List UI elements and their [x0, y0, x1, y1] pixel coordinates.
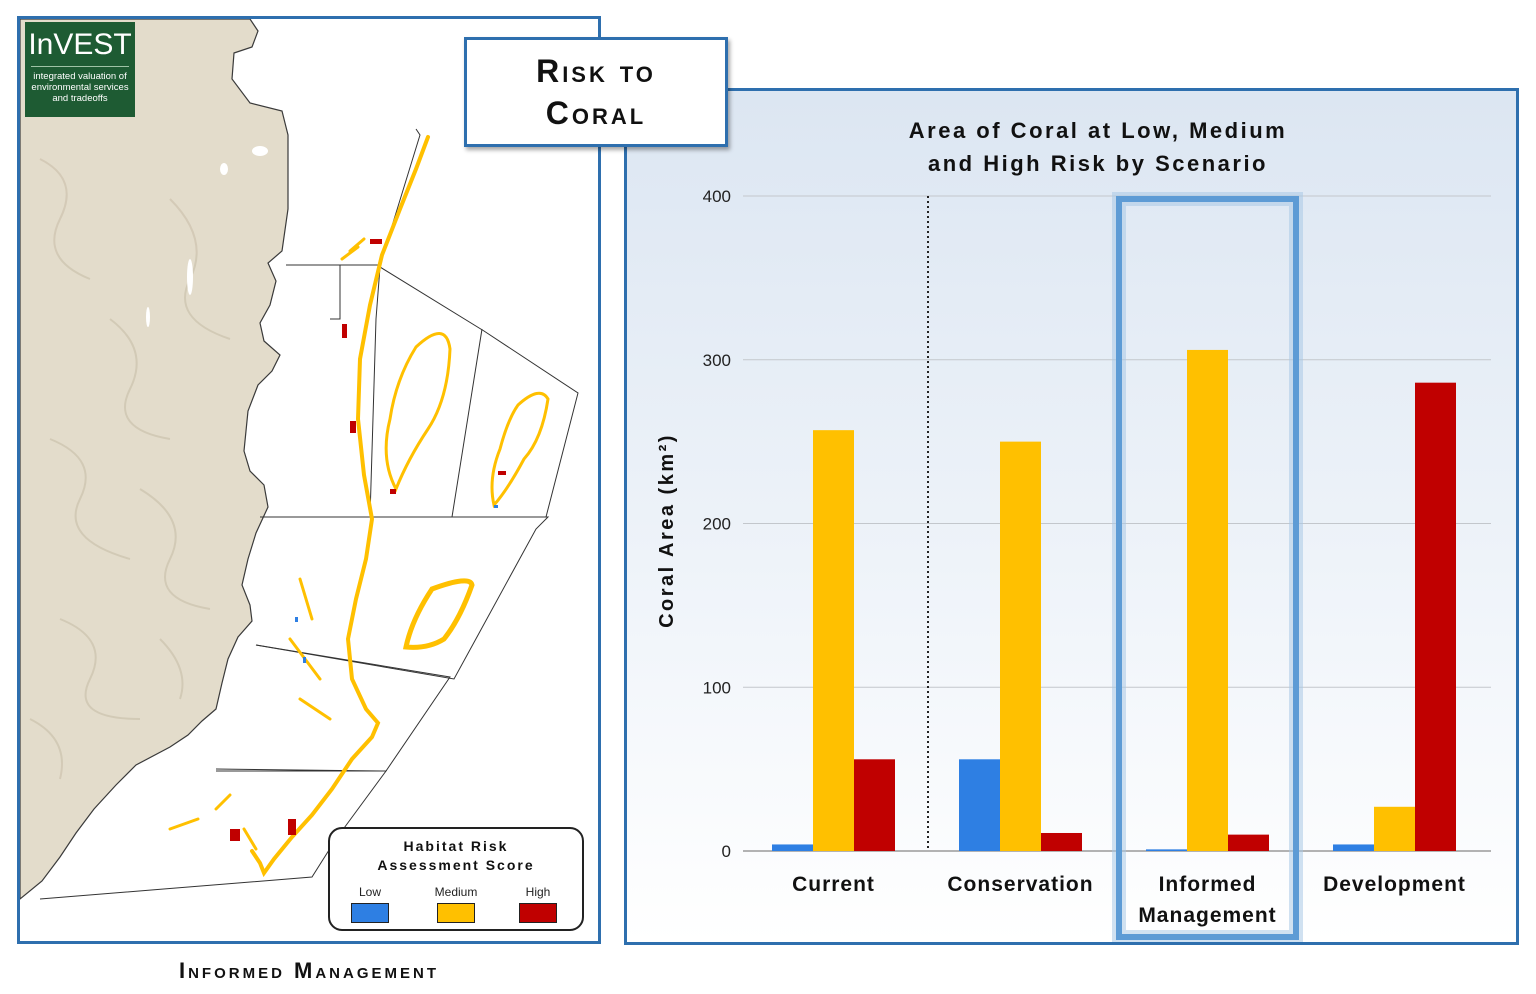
legend-swatch-high	[519, 903, 557, 923]
legend-label-medium: Medium	[434, 885, 478, 899]
x-tick-label-informed-management-2: Management	[1138, 904, 1276, 927]
bar-high-current	[854, 759, 895, 851]
legend-swatch-medium	[437, 903, 475, 923]
legend-label-low: Low	[358, 885, 381, 899]
title-box: Risk to Coral	[464, 37, 728, 147]
zone-outlines	[39, 128, 579, 900]
legend-title-line2: Assessment Score	[377, 857, 535, 873]
chart-title-line-2: and High Risk by Scenario	[928, 151, 1268, 176]
legend-items: Low Medium High	[330, 885, 582, 925]
x-tick-label-conservation-1: Conservation	[947, 873, 1093, 896]
invest-logo: InVEST integrated valuation of environme…	[25, 22, 135, 117]
habitat-risk-map	[20, 19, 579, 900]
bar-low-current	[772, 844, 813, 851]
x-tick-label-informed-management-1: Informed	[1159, 873, 1257, 896]
legend-item-high: High	[498, 885, 578, 928]
reef-medium	[168, 135, 550, 878]
legend-label-high: High	[525, 885, 551, 899]
y-tick-label-200: 200	[703, 515, 731, 534]
highlight-box	[1116, 196, 1299, 940]
logo-name: InVEST	[28, 28, 132, 61]
y-tick-label-400: 400	[703, 187, 731, 206]
y-axis-label: Coral Area (km²)	[656, 433, 678, 628]
page-title-line2: Coral	[545, 95, 647, 131]
legend-swatch-low	[351, 903, 389, 923]
map-legend: Habitat Risk Assessment Score Low Medium…	[328, 827, 584, 931]
logo-tagline: integrated valuation of environmental se…	[31, 71, 129, 104]
bar-low-development	[1333, 844, 1374, 851]
bar-medium-conservation	[1000, 441, 1041, 851]
land-mass	[20, 19, 289, 900]
bar-low-conservation	[959, 759, 1000, 851]
y-tick-label-100: 100	[703, 678, 731, 697]
page-title-line1: Risk to	[536, 53, 656, 89]
logo-divider	[31, 66, 129, 67]
reef-low	[295, 505, 498, 663]
x-tick-label-development-1: Development	[1323, 873, 1466, 896]
bar-low-informed-management	[1146, 849, 1187, 851]
legend-title-line1: Habitat Risk	[403, 838, 509, 854]
bar-medium-current	[813, 430, 854, 851]
bar-high-informed-management	[1228, 834, 1269, 851]
map-caption: Informed Management	[178, 958, 440, 983]
x-tick-label-current-1: Current	[792, 873, 875, 896]
y-tick-label-300: 300	[703, 351, 731, 370]
page-title: Risk to Coral	[536, 50, 656, 134]
inland-water	[146, 146, 268, 327]
bar-medium-development	[1374, 806, 1415, 851]
terrain-shading	[29, 158, 231, 780]
chart-title-line-1: Area of Coral at Low, Medium	[909, 118, 1287, 143]
bar-high-conservation	[1041, 832, 1082, 851]
bar-medium-informed-management	[1187, 349, 1228, 851]
coral-risk-chart: Area of Coral at Low, Medium and High Ris…	[656, 118, 1491, 942]
map-panel: InVEST integrated valuation of environme…	[17, 16, 601, 944]
y-tick-label-0: 0	[722, 842, 731, 861]
legend-item-low: Low	[330, 885, 410, 928]
reef-high	[230, 239, 506, 841]
legend-item-medium: Medium	[416, 885, 496, 928]
chart-panel: Area of Coral at Low, Medium and High Ris…	[624, 88, 1519, 945]
bar-high-development	[1415, 382, 1456, 851]
